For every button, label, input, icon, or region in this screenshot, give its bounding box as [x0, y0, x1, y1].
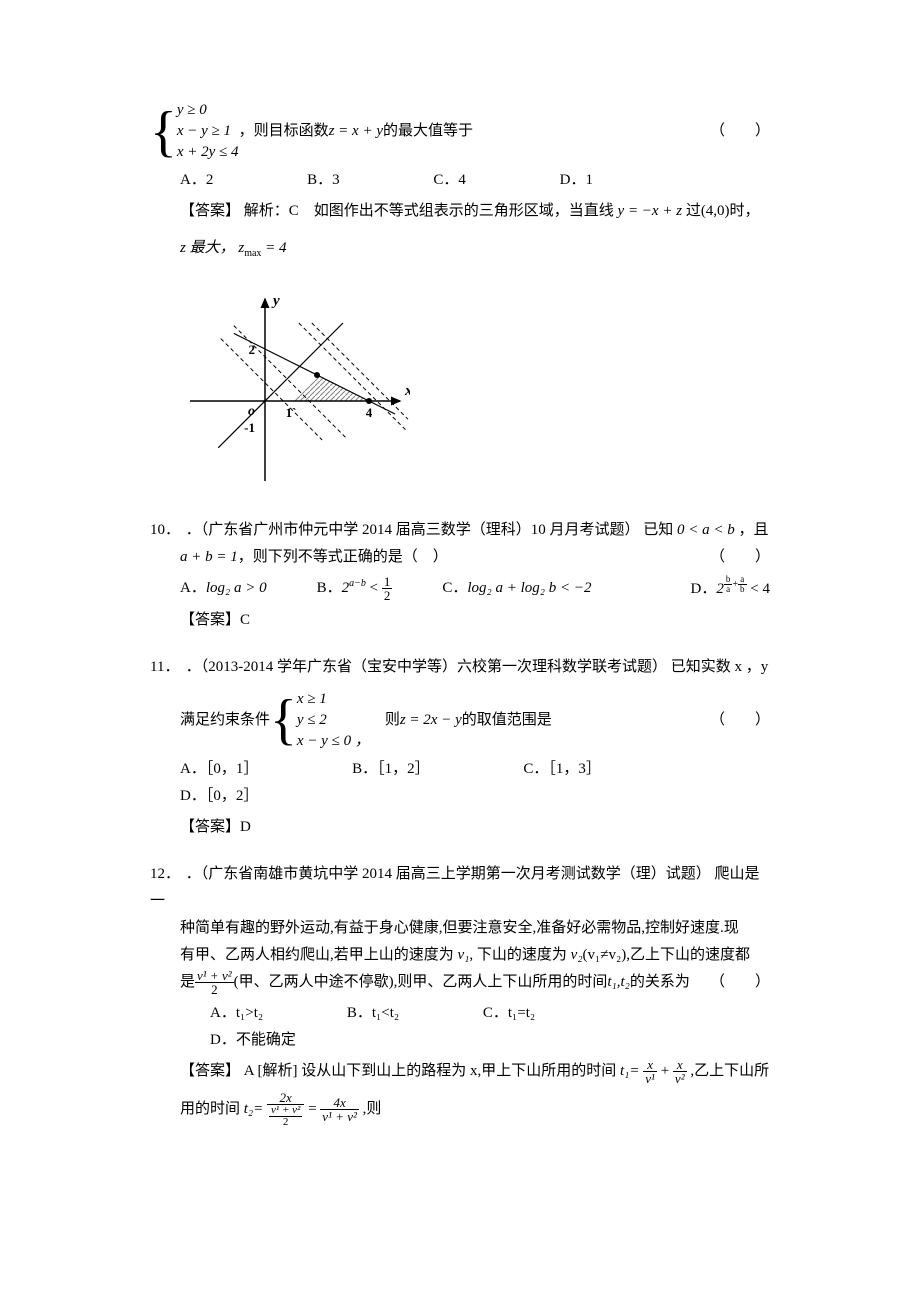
brace-left-q9: {	[150, 102, 177, 162]
q9-ans-text2: 过(4,0)时，	[686, 203, 760, 219]
q11-optA: A．［0，1］	[180, 756, 258, 783]
q10-ineq: 0 < a < b	[677, 522, 735, 538]
q10-ab: a + b = 1	[180, 544, 238, 571]
q12-optD: D．不能确定	[210, 1027, 296, 1054]
q11-c2: y ≤ 2	[297, 710, 370, 731]
q10-stem1: 已知	[643, 522, 677, 538]
svg-text:x: x	[404, 383, 410, 399]
q10-l2b: ，则下列不等式正确的是（ ）	[238, 544, 448, 571]
q10-optD: D．2ba+ab < 4	[691, 575, 770, 603]
q11-tail: 的取值范围是	[462, 707, 552, 734]
q9-graph: 1` 4 2 -1o x y	[180, 291, 410, 491]
q9-ans-sub: max	[244, 248, 261, 259]
q11-constraints: x ≥ 1 y ≤ 2 x − y ≤ 0 ，	[297, 689, 370, 752]
q9-answer: 【答案】 解析：C 如图作出不等式组表示的三角形区域，当直线 y = −x + …	[150, 198, 770, 263]
q9-answer-label: 【答案】	[180, 203, 240, 219]
q11-stem: 已知实数 x ，y	[671, 659, 769, 675]
q12-b3: 是 v¹ + v²2 (甲、乙两人中途不停歇),则甲、乙两人上下山所用的时间 t…	[180, 969, 770, 996]
q9-constraints: y ≥ 0 x − y ≥ 1 x + 2y ≤ 4	[177, 100, 239, 163]
q12-source: ．（广东省南雄市黄坑中学 2014 届高三上学期第一次月考测试数学（理）试题）	[186, 866, 711, 882]
q10-optB: B．2a−b < 12	[317, 575, 393, 602]
q11-optD: D．［0，2］	[180, 783, 258, 810]
q11-line2: 满足约束条件 { x ≥ 1 y ≤ 2 x − y ≤ 0 ， 则 z = 2…	[150, 689, 770, 752]
q11-pre: 满足约束条件	[180, 707, 270, 734]
q11-num: 11．	[150, 654, 182, 681]
q11-source: ．（2013-2014 学年广东省（宝安中学等）六校第一次理科数学联考试题）	[186, 659, 667, 675]
svg-text:4: 4	[366, 405, 373, 420]
q9-blank: （ ）	[710, 118, 770, 145]
q9-stem: { y ≥ 0 x − y ≥ 1 x + 2y ≤ 4 ，则目标函数 z = …	[150, 100, 770, 163]
q9-ans-zval: = 4	[261, 240, 286, 256]
q11-blank: （ ）	[710, 707, 770, 734]
svg-text:o: o	[248, 404, 255, 419]
q9-options: A．2 B．3 C．4 D．1	[150, 167, 770, 194]
q9-c1: y ≥ 0	[177, 100, 239, 121]
q9-optC: C．4	[433, 167, 466, 194]
q9-ans-l2a: z 最大，	[180, 240, 235, 256]
q12: 12． ．（广东省南雄市黄坑中学 2014 届高三上学期第一次月考测试数学（理）…	[150, 861, 770, 915]
q12-num: 12．	[150, 861, 182, 888]
q11-c1: x ≥ 1	[297, 689, 370, 710]
q10-blank: （ ）	[710, 544, 770, 571]
q10-stem2: ，且	[739, 522, 769, 538]
svg-text:y: y	[271, 293, 280, 309]
q9-func: z = x + y	[329, 118, 383, 145]
q12-b1: 种简单有趣的野外运动,有益于身心健康,但要注意安全,准备好必需物品,控制好速度.…	[180, 915, 770, 942]
svg-text:2: 2	[249, 342, 256, 357]
q9-ans-eq: y = −x + z	[618, 203, 683, 219]
q10-optC: C．log₂ a + log₂ b < −2	[442, 575, 591, 602]
svg-text:1`: 1`	[286, 405, 297, 420]
q12-optA: A．t₁>t₂	[210, 1000, 263, 1027]
q10-optA: A．log₂ a > 0	[180, 575, 267, 602]
q10-num: 10．	[150, 517, 182, 544]
q12-optB: B．t₁<t₂	[347, 1000, 399, 1027]
q10-options: A．log₂ a > 0 B．2a−b < 12 C．log₂ a + log₂…	[150, 575, 770, 603]
q9-c3: x + 2y ≤ 4	[177, 142, 239, 163]
q9-mid: ，则目标函数	[239, 118, 329, 145]
q9-c2: x − y ≥ 1	[177, 121, 239, 142]
svg-text:-1: -1	[244, 420, 255, 435]
q12-answer-l2: 用的时间 t₂= 2x v¹ + v² 2 = 4xv¹ + v² ,则	[180, 1091, 770, 1128]
q9-optD: D．1	[560, 167, 593, 194]
q12-answer: 【答案】 A [解析] 设从山下到山上的路程为 x,甲上下山所用的时间 t₁= …	[180, 1058, 770, 1085]
q10-answer: 【答案】C	[150, 607, 770, 634]
q10-line2: a + b = 1 ，则下列不等式正确的是（ ） （ ）	[150, 544, 770, 571]
q12-ans-label: 【答案】	[180, 1063, 240, 1079]
q12-body: 种简单有趣的野外运动,有益于身心健康,但要注意安全,准备好必需物品,控制好速度.…	[150, 915, 770, 1128]
q10: 10． ．（广东省广州市仲元中学 2014 届高三数学（理科）10 月月考试题）…	[150, 517, 770, 544]
q9-ans-text: 解析：C 如图作出不等式组表示的三角形区域，当直线	[244, 203, 618, 219]
q11-optC: C．［1，3］	[523, 756, 601, 783]
q11-answer: 【答案】D	[150, 814, 770, 841]
q9-optA: A．2	[180, 167, 213, 194]
q9-optB: B．3	[307, 167, 340, 194]
brace-left-q11: {	[270, 690, 297, 750]
q11-mid: 则	[370, 707, 400, 734]
q12-b2: 有甲、乙两人相约爬山,若甲上山的速度为 v₁, 下山的速度为 v₂(v₁≠v₂)…	[180, 942, 770, 969]
q11-optB: B．［1，2］	[352, 756, 430, 783]
q12-blank: （ ）	[710, 969, 770, 996]
q11-c3: x − y ≤ 0 ，	[297, 731, 370, 752]
q11-func: z = 2x − y	[400, 707, 462, 734]
q10-source: ．（广东省广州市仲元中学 2014 届高三数学（理科）10 月月考试题）	[186, 522, 640, 538]
q11: 11． ．（2013-2014 学年广东省（宝安中学等）六校第一次理科数学联考试…	[150, 654, 770, 681]
q9-tail: 的最大值等于	[383, 118, 473, 145]
q11-options: A．［0，1］ B．［1，2］ C．［1，3］ D．［0，2］	[150, 756, 770, 810]
q12-optC: C．t₁=t₂	[483, 1000, 535, 1027]
q12-options: A．t₁>t₂ B．t₁<t₂ C．t₁=t₂ D．不能确定	[180, 1000, 770, 1054]
